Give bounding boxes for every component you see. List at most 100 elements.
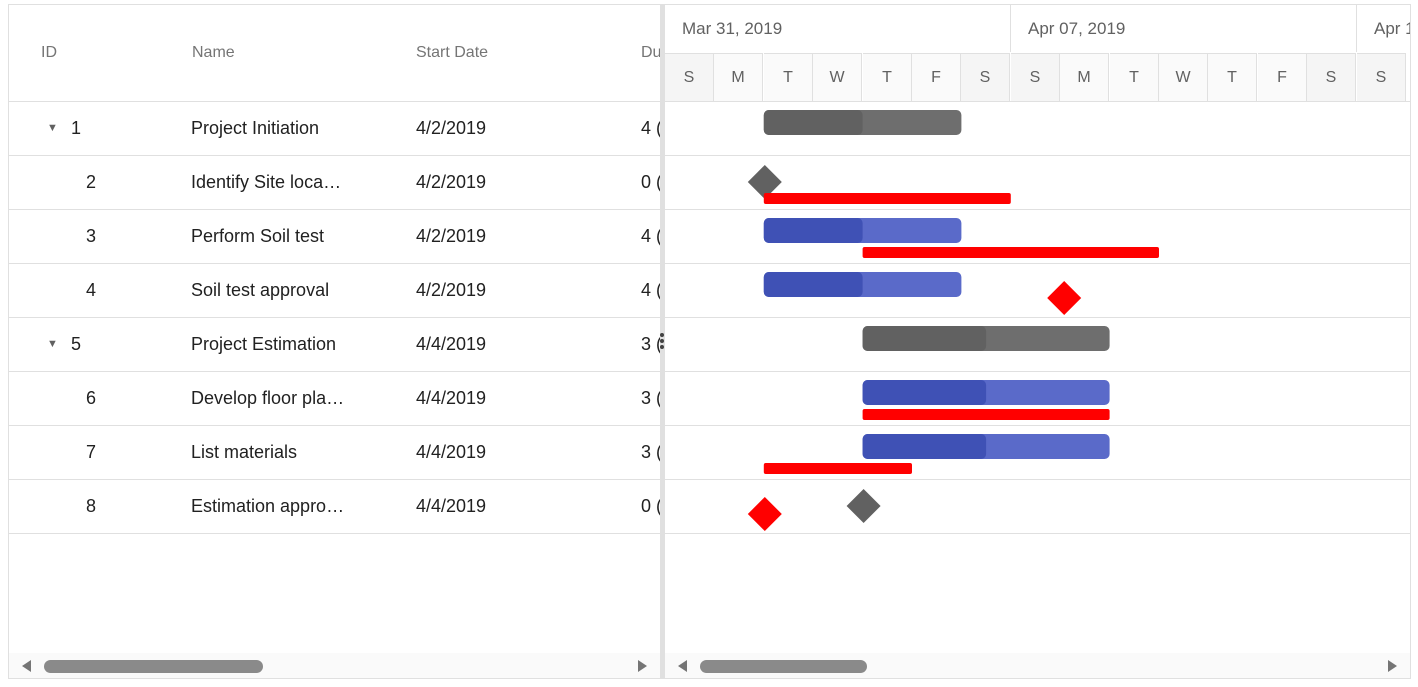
grid-header: ID Name Start Date Du [9,5,660,102]
cell-duration: 3 ( [641,334,660,354]
chart-horizontal-scrollbar[interactable] [665,653,1410,678]
task-grid: ID Name Start Date Du ▼ 1 Project Initiati… [9,5,660,678]
chart-row [665,210,1410,264]
timeline-week-label: Apr 07, 2019 [1011,5,1357,52]
scroll-right-arrow-icon[interactable] [1388,660,1397,672]
timeline-day-label: M [714,53,763,101]
scroll-left-arrow-icon[interactable] [678,660,687,672]
scroll-left-arrow-icon[interactable] [22,660,31,672]
timeline-day-label: W [1159,53,1208,101]
cell-id: 7 [86,442,97,462]
chart-row [665,318,1410,372]
cell-id: 1 [71,118,82,138]
table-row[interactable]: 6 Develop floor pla… 4/4/2019 3 ( [9,372,660,426]
timeline-day-label: S [665,53,714,101]
timeline-day-label: T [863,53,912,101]
cell-name: Identify Site loca… [191,172,342,192]
chart-row [665,156,1410,210]
timeline-week-label: Mar 31, 2019 [665,5,1011,52]
scroll-thumb[interactable] [700,660,867,673]
grid-horizontal-scrollbar[interactable] [9,653,660,678]
cell-start-date: 4/2/2019 [416,280,487,300]
task-progress-bar[interactable] [862,434,987,459]
baseline-bar[interactable] [862,247,1159,258]
cell-duration: 4 ( [641,118,660,138]
column-header-start-date[interactable]: Start Date [416,44,489,61]
cell-id: 2 [86,172,97,192]
task-progress-bar[interactable] [763,272,863,297]
scroll-right-arrow-icon[interactable] [638,660,647,672]
chart-row [665,102,1410,156]
cell-id: 6 [86,388,97,408]
cell-duration: 4 ( [641,226,660,246]
column-header-id[interactable]: ID [41,44,57,61]
timeline-day-label: S [1357,53,1406,101]
cell-name: Soil test approval [191,280,330,300]
cell-name: Project Estimation [191,334,337,354]
pane-splitter[interactable] [660,5,665,678]
task-progress-bar[interactable] [862,380,987,405]
chart-canvas [747,110,1159,531]
cell-name: Project Initiation [191,118,320,138]
cell-start-date: 4/4/2019 [416,388,487,408]
task-progress-bar[interactable] [862,326,987,351]
cell-name: Estimation appro… [191,496,345,516]
scroll-thumb[interactable] [44,660,263,673]
cell-duration: 0 ( [641,496,660,516]
timeline-day-label: M [1060,53,1109,101]
baseline-milestone[interactable] [747,497,782,531]
table-row[interactable]: ▼ 5 Project Estimation 4/4/2019 3 ( [9,318,660,372]
chart-row [665,372,1410,426]
collapse-caret-icon[interactable]: ▼ [47,338,58,350]
milestone-marker[interactable] [747,165,782,199]
cell-id: 3 [86,226,97,246]
table-row[interactable]: 8 Estimation appro… 4/4/2019 0 ( [9,480,660,534]
cell-start-date: 4/2/2019 [416,118,487,138]
cell-name: Perform Soil test [191,226,325,246]
chart-row [665,480,1410,534]
timeline-week-label: Apr 1 [1357,5,1410,52]
cell-id: 8 [86,496,97,516]
chart-row [665,426,1410,480]
timeline-day-label: F [1258,53,1307,101]
timeline-day-label: S [961,53,1010,101]
cell-name: List materials [191,442,298,462]
table-row[interactable]: 4 Soil test approval 4/2/2019 4 ( [9,264,660,318]
baseline-bar[interactable] [862,409,1110,420]
gantt-chart: ID Name Start Date Du ▼ 1 Project Initiati… [8,4,1411,679]
cell-id: 5 [71,334,82,354]
table-row[interactable]: 2 Identify Site loca… 4/2/2019 0 ( [9,156,660,210]
table-row[interactable]: ▼ 1 Project Initiation 4/2/2019 4 ( [9,102,660,156]
cell-name: Develop floor pla… [191,388,345,408]
cell-start-date: 4/4/2019 [416,442,487,462]
cell-duration: 3 ( [641,442,660,462]
cell-start-date: 4/4/2019 [416,496,487,516]
task-progress-bar[interactable] [763,218,863,243]
column-header-name[interactable]: Name [192,44,235,61]
task-progress-bar[interactable] [763,110,863,135]
timeline-day-label: S [1307,53,1356,101]
cell-duration: 3 ( [641,388,660,408]
milestone-marker[interactable] [846,489,881,523]
timeline-day-label: T [1208,53,1257,101]
baseline-bar[interactable] [763,193,1011,204]
timeline-day-label: F [912,53,961,101]
column-header-duration[interactable]: Du [641,44,660,61]
baseline-milestone[interactable] [1047,281,1082,315]
chart-row [665,264,1410,318]
cell-id: 4 [86,280,97,300]
collapse-caret-icon[interactable]: ▼ [47,122,58,134]
cell-start-date: 4/4/2019 [416,334,487,354]
timeline-day-label: W [813,53,862,101]
table-row[interactable]: 7 List materials 4/4/2019 3 ( [9,426,660,480]
cell-duration: 4 ( [641,280,660,300]
splitter-handle-icon[interactable] [660,332,665,352]
cell-start-date: 4/2/2019 [416,226,487,246]
timeline-day-label: T [764,53,813,101]
baseline-bar[interactable] [763,463,912,474]
timeline-day-label: S [1011,53,1060,101]
cell-duration: 0 ( [641,172,660,192]
table-row[interactable]: 3 Perform Soil test 4/2/2019 4 ( [9,210,660,264]
